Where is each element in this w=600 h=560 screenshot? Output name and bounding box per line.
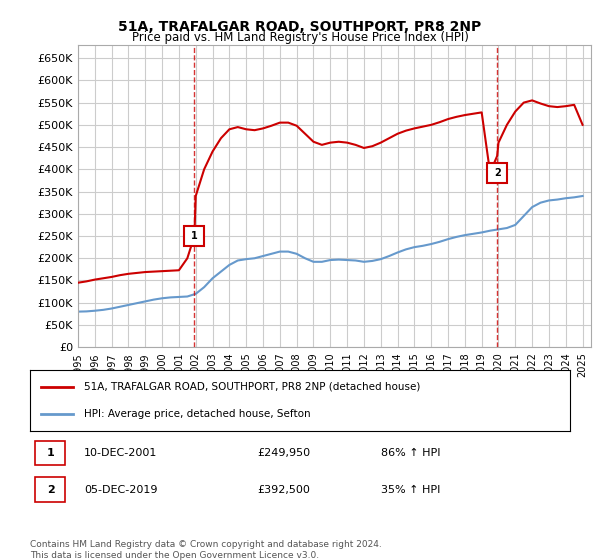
Text: 10-DEC-2001: 10-DEC-2001 [84,448,157,458]
Text: £392,500: £392,500 [257,484,310,494]
Text: 05-DEC-2019: 05-DEC-2019 [84,484,157,494]
Text: 1: 1 [191,231,198,241]
Text: 51A, TRAFALGAR ROAD, SOUTHPORT, PR8 2NP: 51A, TRAFALGAR ROAD, SOUTHPORT, PR8 2NP [118,20,482,34]
Text: Price paid vs. HM Land Registry's House Price Index (HPI): Price paid vs. HM Land Registry's House … [131,31,469,44]
Text: 1: 1 [47,448,55,458]
Text: 2: 2 [494,167,500,178]
Text: £249,950: £249,950 [257,448,310,458]
Text: 51A, TRAFALGAR ROAD, SOUTHPORT, PR8 2NP (detached house): 51A, TRAFALGAR ROAD, SOUTHPORT, PR8 2NP … [84,382,421,392]
Text: Contains HM Land Registry data © Crown copyright and database right 2024.
This d: Contains HM Land Registry data © Crown c… [30,540,382,560]
FancyBboxPatch shape [35,441,65,465]
FancyBboxPatch shape [35,477,65,502]
Text: 35% ↑ HPI: 35% ↑ HPI [381,484,440,494]
Text: 2: 2 [47,484,55,494]
Text: 86% ↑ HPI: 86% ↑ HPI [381,448,440,458]
Text: HPI: Average price, detached house, Sefton: HPI: Average price, detached house, Seft… [84,409,311,419]
